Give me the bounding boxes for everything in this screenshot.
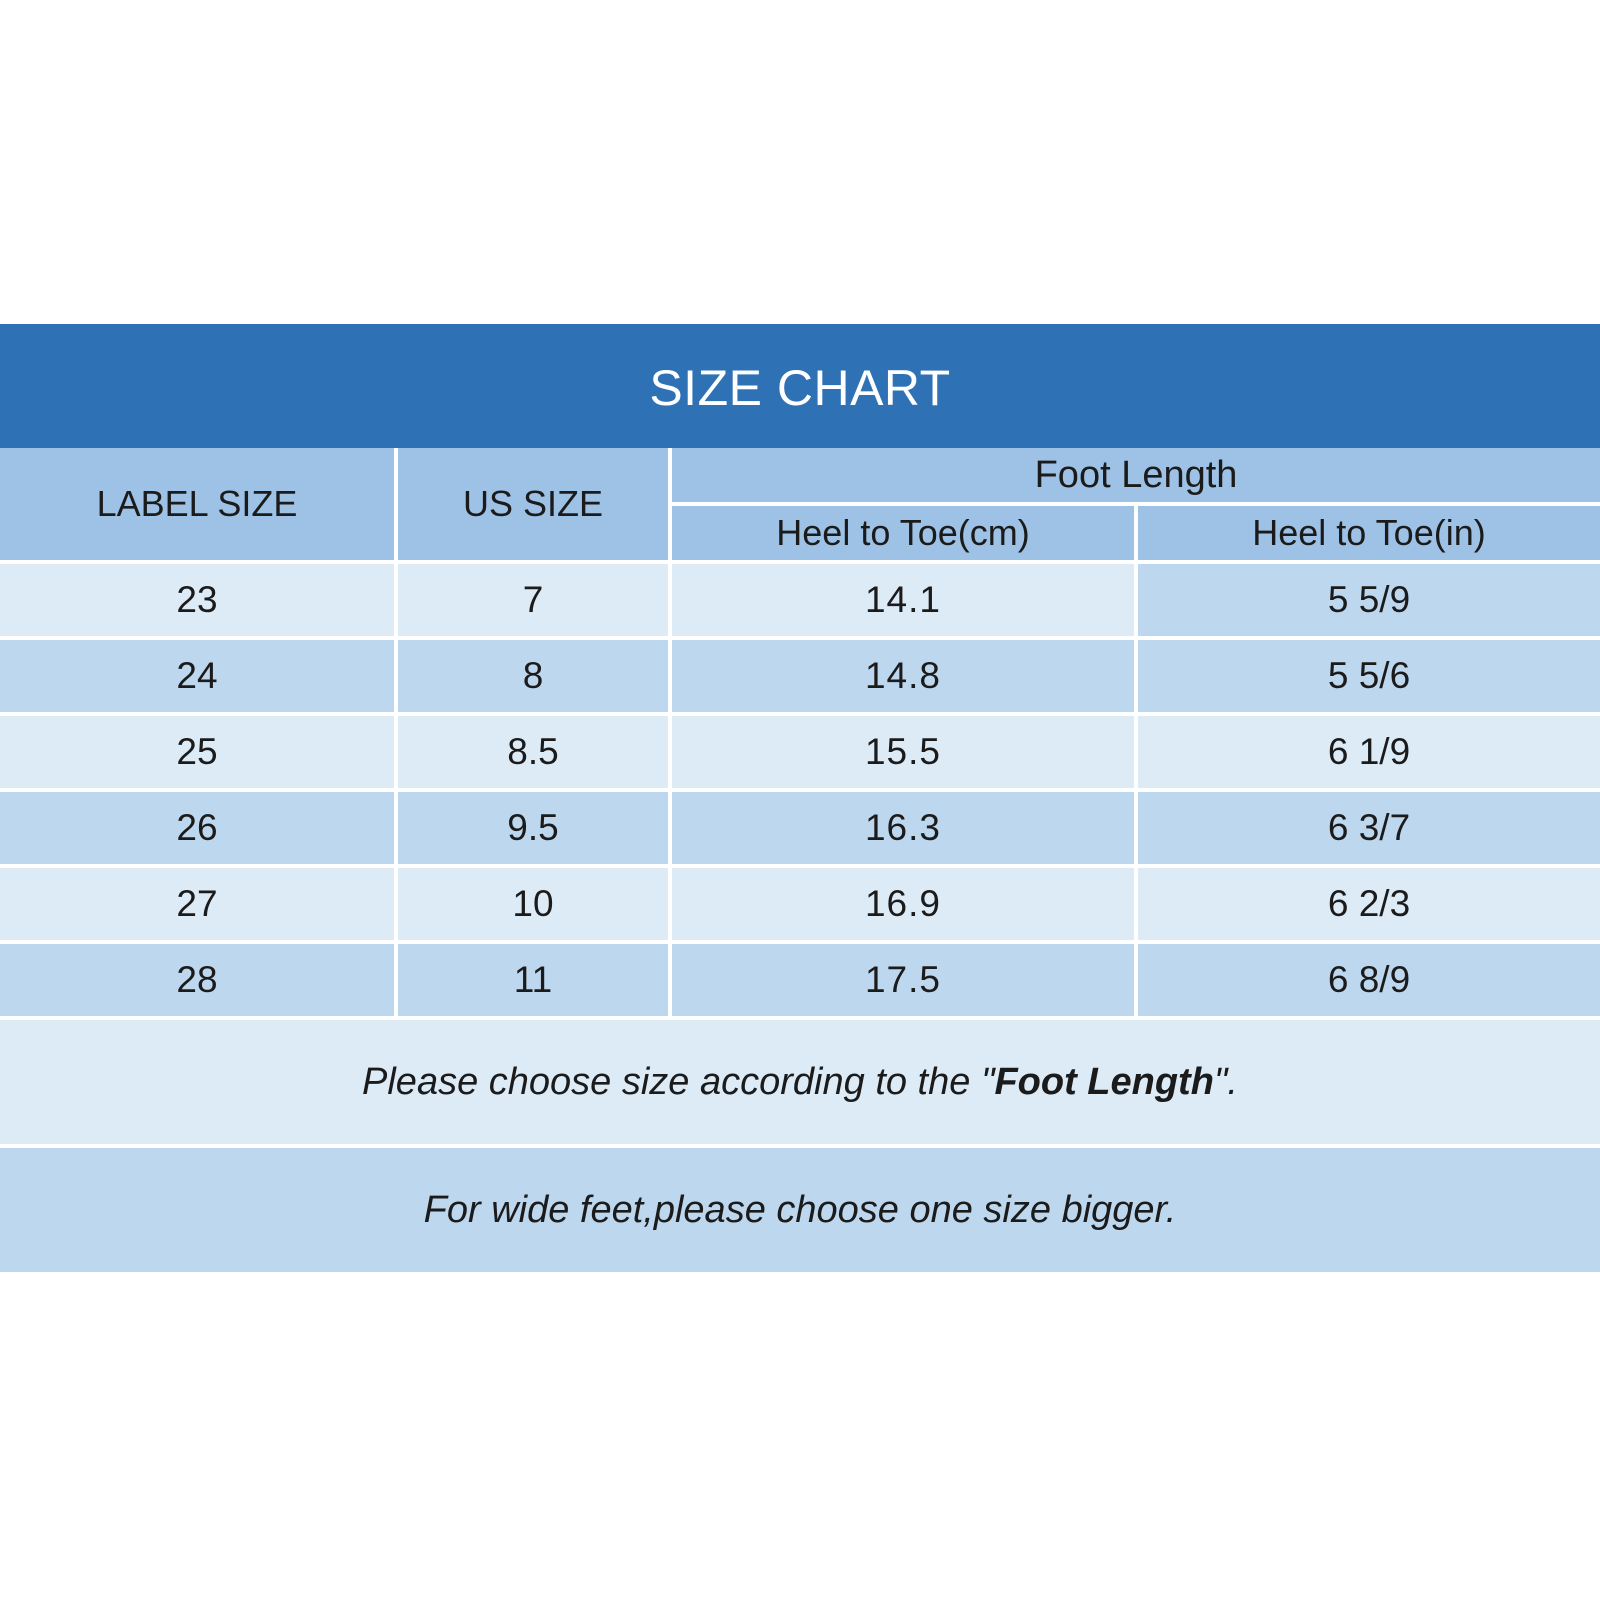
label-size-cell: 23 (0, 560, 398, 640)
table-row: 26 9.5 16.3 6 3/7 (0, 788, 1600, 868)
label-size-cell: 28 (0, 940, 398, 1020)
us-size-cell: 11 (394, 940, 672, 1020)
table-row: 28 11 17.5 6 8/9 (0, 940, 1600, 1020)
size-chart-title: SIZE CHART (0, 324, 1600, 448)
us-size-cell: 8.5 (394, 712, 672, 792)
us-size-cell: 7 (394, 560, 672, 640)
size-chart: SIZE CHART LABEL SIZE US SIZE Foot Lengt… (0, 324, 1600, 1272)
cm-cell: 16.3 (668, 788, 1138, 868)
cm-cell: 14.8 (668, 636, 1138, 716)
note-suffix: ". (1213, 1060, 1238, 1103)
us-size-cell: 8 (394, 636, 672, 716)
in-cell: 5 5/9 (1133, 560, 1600, 640)
table-row: 27 10 16.9 6 2/3 (0, 864, 1600, 944)
header-heel-to-toe-in: Heel to Toe(in) (1133, 502, 1600, 564)
cm-cell: 17.5 (668, 940, 1138, 1020)
table-row: 24 8 14.8 5 5/6 (0, 636, 1600, 716)
foot-length-note: Please choose size according to the " Foo… (0, 1020, 1600, 1148)
label-size-cell: 26 (0, 788, 398, 868)
cm-cell: 16.9 (668, 864, 1138, 944)
table-row: 23 7 14.1 5 5/9 (0, 560, 1600, 640)
header-us-size: US SIZE (394, 448, 672, 564)
label-size-cell: 25 (0, 712, 398, 792)
in-cell: 6 8/9 (1133, 940, 1600, 1020)
header-heel-to-toe-cm: Heel to Toe(cm) (670, 502, 1138, 564)
note-emphasis: Foot Length (994, 1060, 1214, 1103)
label-size-cell: 24 (0, 636, 398, 716)
note-prefix: Please choose size according to the " (362, 1060, 995, 1103)
in-cell: 6 2/3 (1133, 864, 1600, 944)
wide-feet-note: For wide feet,please choose one size big… (0, 1148, 1600, 1272)
in-cell: 6 1/9 (1133, 712, 1600, 792)
in-cell: 5 5/6 (1133, 636, 1600, 716)
cm-cell: 15.5 (668, 712, 1138, 792)
us-size-cell: 9.5 (394, 788, 672, 868)
table-row: 25 8.5 15.5 6 1/9 (0, 712, 1600, 792)
size-table: LABEL SIZE US SIZE Foot Length Heel to T… (0, 448, 1600, 1020)
label-size-cell: 27 (0, 864, 398, 944)
header-foot-length: Foot Length (667, 448, 1600, 506)
header-label-size: LABEL SIZE (0, 448, 398, 564)
us-size-cell: 10 (394, 864, 672, 944)
cm-cell: 14.1 (668, 560, 1138, 640)
in-cell: 6 3/7 (1133, 788, 1600, 868)
